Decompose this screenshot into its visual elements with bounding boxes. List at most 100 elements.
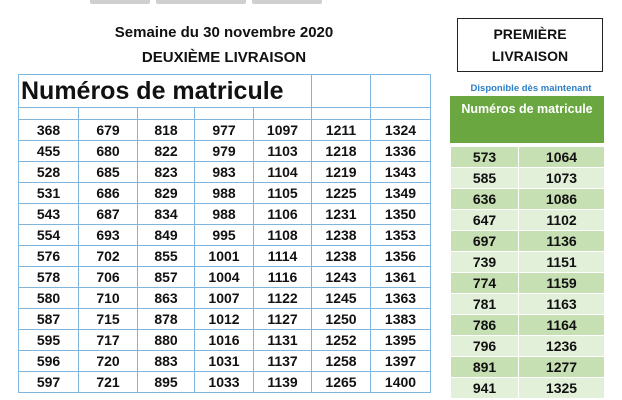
matricule-cell: 1265 [311,371,371,393]
matricule-cell: 1007 [194,287,254,309]
matricule-cell: 647 [450,209,519,231]
matricule-cell: 781 [450,293,519,315]
week-heading: Semaine du 30 novembre 2020 [114,24,334,41]
matricule-cell: 720 [78,350,138,372]
matricule-cell: 455 [18,140,79,162]
matricule-cell: 983 [194,161,254,183]
matricule-cell: 715 [78,308,138,330]
table-row: 580 710 863 1007 1122 1245 1363 [18,287,431,309]
matricule-cell: 1324 [370,119,431,141]
matricule-cell: 1151 [518,251,605,273]
matricule-cell: 883 [137,350,195,372]
matricule-cell: 597 [18,371,79,393]
matricule-cell: 596 [18,350,79,372]
matricule-cell: 857 [137,266,195,288]
matricule-cell: 1363 [370,287,431,309]
matricule-cell: 1139 [253,371,312,393]
matricule-cell: 977 [194,119,254,141]
matricule-cell: 687 [78,203,138,225]
matricule-cell: 774 [450,272,519,294]
table-row: 368 679 818 977 1097 1211 1324 [18,119,431,141]
matricule-cell: 1243 [311,266,371,288]
matricule-cell: 697 [450,230,519,252]
table-row: 455 680 822 979 1103 1218 1336 [18,140,431,162]
matricule-cell: 1343 [370,161,431,183]
matricule-cell: 1231 [311,203,371,225]
matricule-cell: 1064 [518,146,605,168]
table-row: 891 1277 [450,356,605,378]
matricule-cell: 1159 [518,272,605,294]
matricule-cell: 1137 [253,350,312,372]
matricule-cell: 680 [78,140,138,162]
matricule-cell: 576 [18,245,79,267]
matricule-cell: 368 [18,119,79,141]
matricule-cell: 1236 [518,335,605,357]
matricule-cell: 1001 [194,245,254,267]
matricule-cell: 1353 [370,224,431,246]
matricule-cell: 679 [78,119,138,141]
matricule-cell: 1238 [311,224,371,246]
matricule-cell: 636 [450,188,519,210]
matricule-cell: 1103 [253,140,312,162]
matricule-cell: 1097 [253,119,312,141]
matricule-cell: 528 [18,161,79,183]
matricule-cell: 1106 [253,203,312,225]
second-delivery-table: Numéros de matricule 368 679 818 977 1097 121… [18,74,431,393]
matricule-cell: 988 [194,182,254,204]
available-now-note: Disponible dès maintenant [470,83,592,94]
spacer-cell [311,107,371,120]
table-row: 781 1163 [450,293,605,315]
matricule-cell: 1250 [311,308,371,330]
matricule-cell: 1131 [253,329,312,351]
matricule-cell: 573 [450,146,519,168]
matricule-cell: 822 [137,140,195,162]
table-row: 573 1064 [450,146,605,168]
matricule-cell: 693 [78,224,138,246]
matricule-cell: 891 [450,356,519,378]
first-delivery-line2: LIVRAISON [491,48,569,64]
matricule-cell: 587 [18,308,79,330]
matricule-cell: 595 [18,329,79,351]
matricule-cell: 1073 [518,167,605,189]
matricule-cell: 834 [137,203,195,225]
matricule-cell: 796 [450,335,519,357]
matricule-cell: 1219 [311,161,371,183]
spacer-cell [78,107,138,120]
first-delivery-box: PREMIÈRE LIVRAISON [457,18,603,72]
matricule-cell: 706 [78,266,138,288]
table-row: 587 715 878 1012 1127 1250 1383 [18,308,431,330]
table-row: 528 685 823 983 1104 1219 1343 [18,161,431,183]
matricule-cell: 1116 [253,266,312,288]
matricule-cell: 721 [78,371,138,393]
matricule-cell: 1356 [370,245,431,267]
matricule-cell: 685 [78,161,138,183]
table-row: 576 702 855 1001 1114 1238 1356 [18,245,431,267]
first-delivery-line1: PREMIÈRE [493,26,567,42]
matricule-cell: 1122 [253,287,312,309]
matricule-cell: 1016 [194,329,254,351]
matricule-cell: 880 [137,329,195,351]
matricule-cell: 849 [137,224,195,246]
matricule-cell: 818 [137,119,195,141]
table-row: 739 1151 [450,251,605,273]
matricule-cell: 1031 [194,350,254,372]
matricule-cell: 786 [450,314,519,336]
table-row: 941 1325 [450,377,605,399]
second-delivery-heading: DEUXIÈME LIVRAISON [141,49,307,66]
cropped-heading-remnant [90,0,370,4]
matricule-cell: 878 [137,308,195,330]
table-row: 554 693 849 995 1108 1238 1353 [18,224,431,246]
spacer-cell [370,107,431,120]
matricule-cell: 1349 [370,182,431,204]
matricule-cell: 1245 [311,287,371,309]
matricule-cell: 1114 [253,245,312,267]
matricule-cell: 1004 [194,266,254,288]
matricule-cell: 554 [18,224,79,246]
matricule-cell: 739 [450,251,519,273]
table-title: Numéros de matricule [18,74,312,108]
matricule-cell: 1252 [311,329,371,351]
matricule-cell: 1136 [518,230,605,252]
matricule-cell: 585 [450,167,519,189]
matricule-cell: 1325 [518,377,605,399]
matricule-cell: 1277 [518,356,605,378]
